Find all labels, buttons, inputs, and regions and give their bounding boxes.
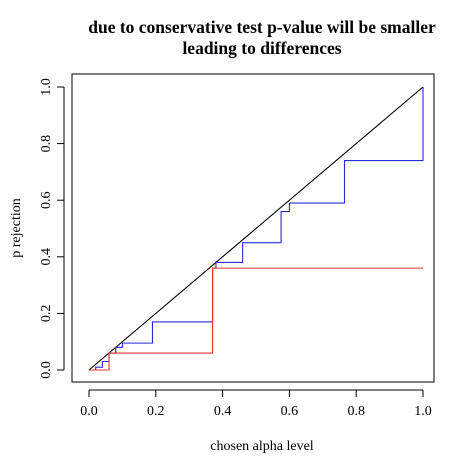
x-axis: 0.0 0.2 0.4 0.6 0.8 1.0 — [80, 389, 432, 419]
chart-title-line-2: leading to differences — [182, 38, 341, 58]
y-tick-label: 0.8 — [39, 135, 54, 153]
x-tick-label: 0.0 — [80, 404, 98, 419]
y-tick-label: 0.0 — [39, 361, 54, 379]
series-layer — [88, 86, 424, 371]
x-axis-label: chosen alpha level — [210, 439, 314, 454]
x-tick-label: 0.4 — [214, 404, 232, 419]
x-tick-label: 0.6 — [281, 404, 299, 419]
y-axis-label: p rejection — [9, 198, 24, 257]
y-axis: 0.0 0.2 0.4 0.6 0.8 1.0 — [39, 78, 65, 379]
x-tick-label: 0.8 — [347, 404, 365, 419]
series-line-1 — [88, 86, 424, 371]
chart-title-line-1: due to conservative test p-value will be… — [88, 17, 436, 37]
y-tick-label: 0.6 — [39, 191, 54, 209]
y-tick-label: 1.0 — [39, 78, 54, 96]
plot-frame — [71, 73, 435, 383]
y-tick-label: 0.4 — [39, 248, 54, 266]
x-tick-label: 1.0 — [414, 404, 432, 419]
series-line-3 — [89, 267, 423, 371]
y-tick-label: 0.2 — [39, 305, 54, 323]
x-tick-label: 0.2 — [147, 404, 165, 419]
